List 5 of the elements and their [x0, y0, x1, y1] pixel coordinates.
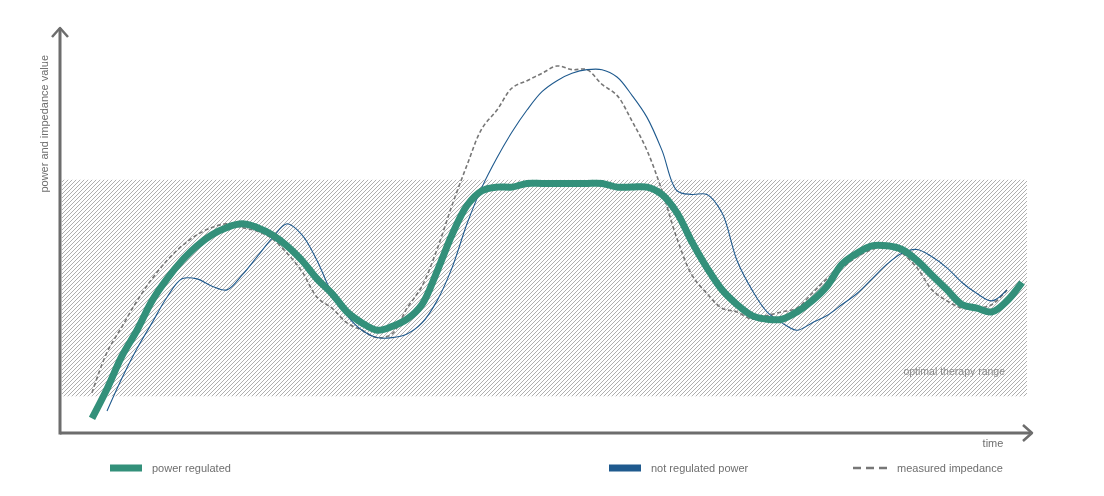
- y-axis-title: power and impedance value: [38, 55, 50, 193]
- legend-label: power regulated: [152, 462, 231, 474]
- x-axis-title: time: [982, 437, 1004, 449]
- legend-label: not regulated power: [651, 462, 749, 474]
- legend-label: measured impedance: [897, 462, 1003, 474]
